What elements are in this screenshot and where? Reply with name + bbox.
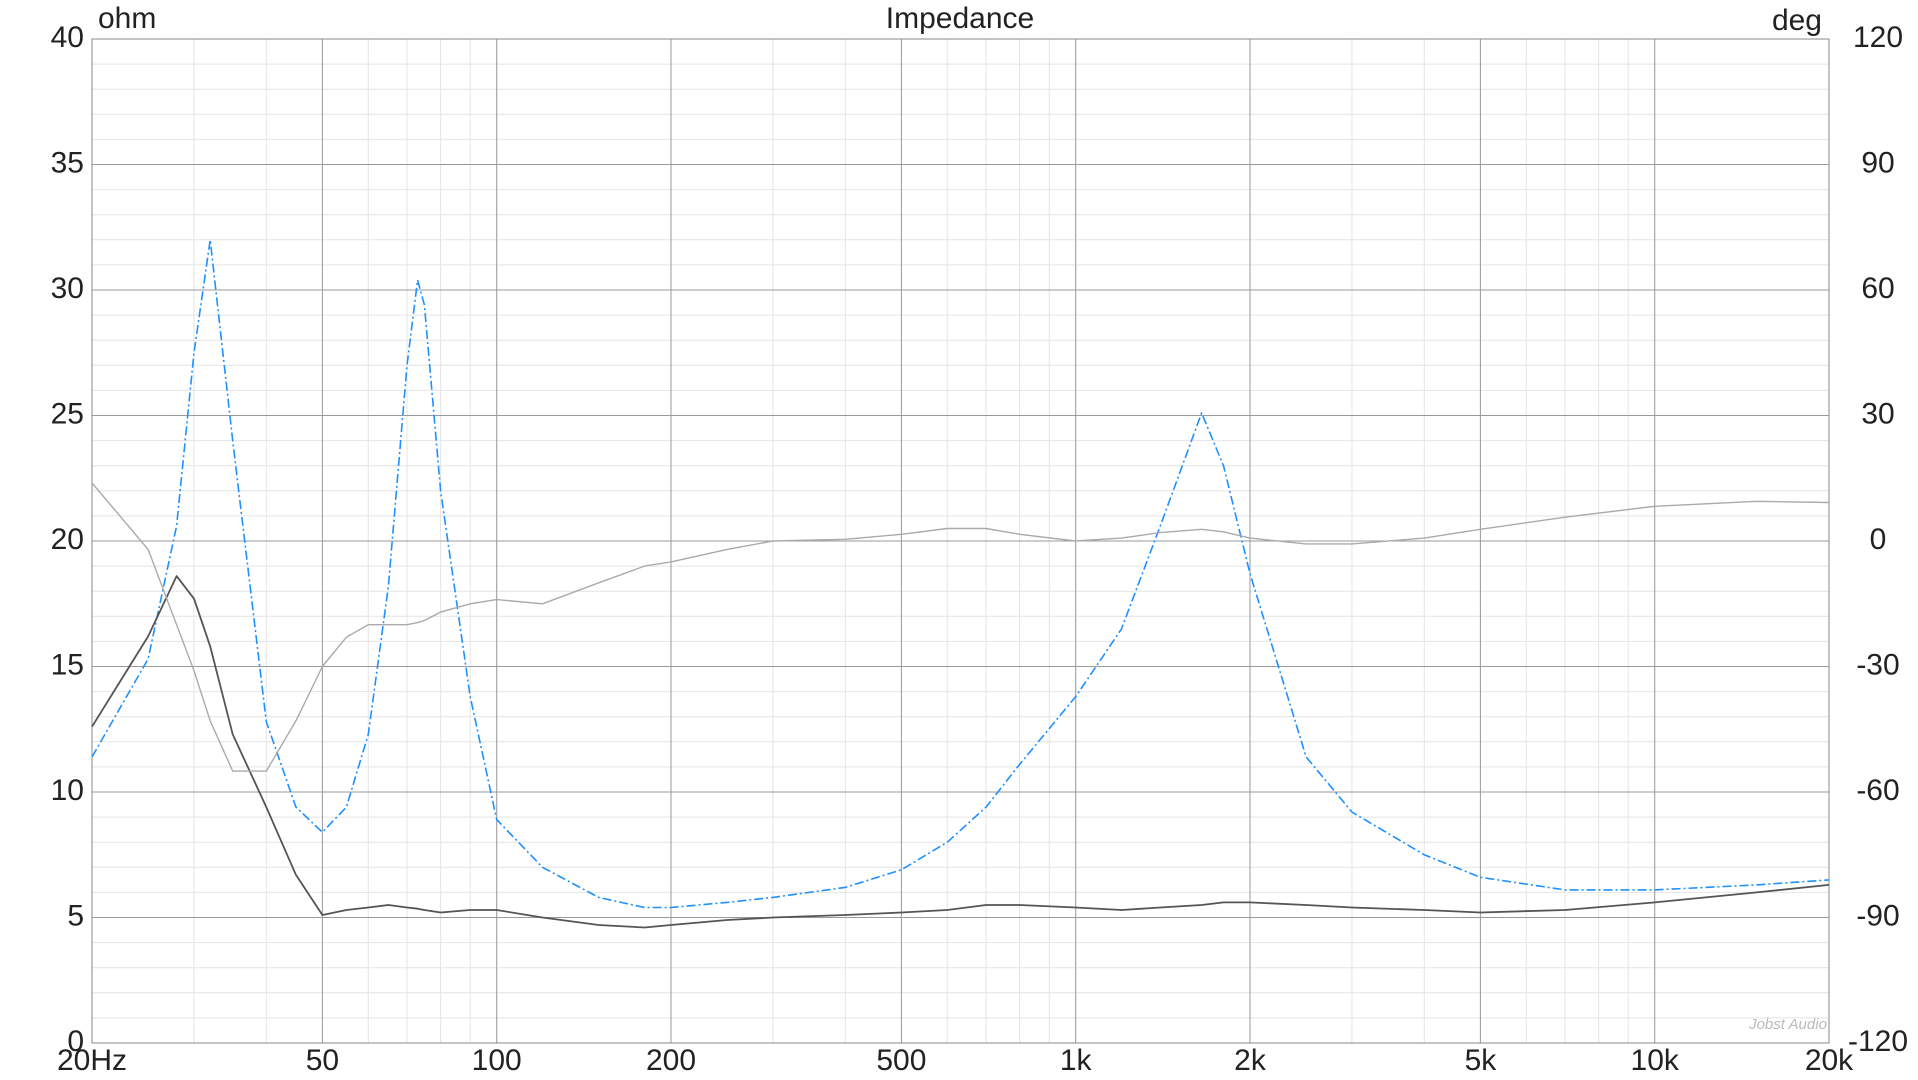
y-tick-label: 20	[51, 523, 84, 556]
y-tick-label: 5	[67, 899, 84, 932]
y2-tick-label: -90	[1856, 899, 1899, 932]
y-tick-label: 30	[51, 272, 84, 305]
y-tick-label: 25	[51, 397, 84, 430]
grid	[91, 38, 1830, 1044]
x-tick-label: 20Hz	[57, 1044, 127, 1077]
y2-tick-label: -60	[1856, 774, 1899, 807]
y2-tick-label: 60	[1861, 272, 1894, 305]
y2-tick-label: -120	[1848, 1025, 1908, 1058]
x-tick-label: 200	[646, 1044, 696, 1077]
watermark: Jobst Audio	[1748, 1016, 1827, 1033]
x-tick-label: 20k	[1805, 1044, 1854, 1077]
y-tick-label: 15	[51, 648, 84, 681]
x-tick-label: 1k	[1060, 1044, 1093, 1077]
y2-tick-label: 0	[1870, 523, 1887, 556]
series-line	[91, 575, 1830, 929]
y-tick-label: 0	[67, 1025, 84, 1058]
y-tick-label: 10	[51, 774, 84, 807]
x-tick-label: 2k	[1234, 1044, 1267, 1077]
x-tick-label: 100	[472, 1044, 522, 1077]
y-axis-label: ohm	[98, 2, 156, 35]
series-line	[91, 482, 1830, 772]
plot-frame	[91, 38, 1830, 1044]
x-tick-label: 10k	[1631, 1044, 1680, 1077]
y2-tick-label: 90	[1861, 146, 1894, 179]
y2-axis-label: deg	[1772, 4, 1822, 37]
y-tick-label: 40	[51, 21, 84, 54]
y2-tick-label: -30	[1856, 648, 1899, 681]
series-line	[91, 239, 1830, 909]
y2-tick-label: 30	[1861, 397, 1894, 430]
x-tick-label: 50	[306, 1044, 339, 1077]
y2-tick-label: 120	[1853, 21, 1903, 54]
x-tick-label: 500	[876, 1044, 926, 1077]
y-tick-label: 35	[51, 146, 84, 179]
chart-title: Impedance	[886, 2, 1034, 35]
x-tick-label: 5k	[1465, 1044, 1498, 1077]
